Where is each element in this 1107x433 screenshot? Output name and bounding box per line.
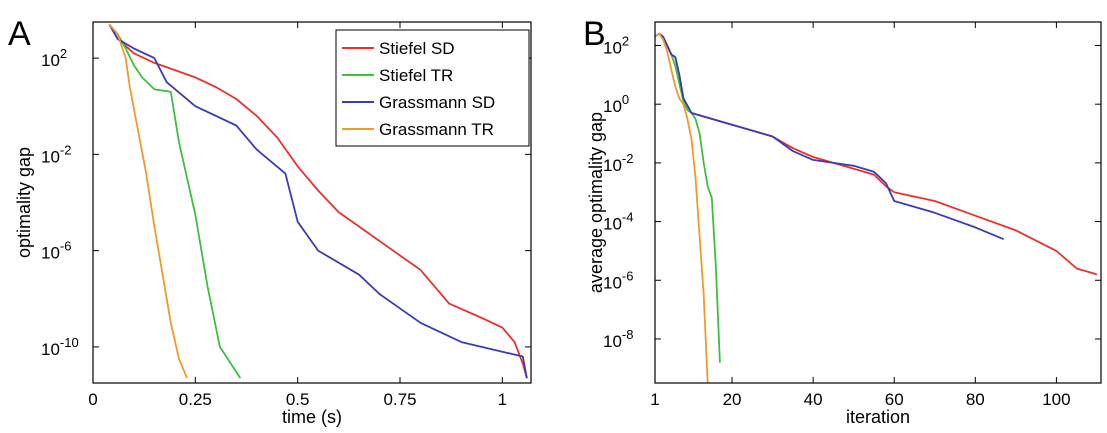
y-tick-label: 10-2: [41, 142, 71, 166]
legend-entry-label: Stiefel SD: [379, 39, 455, 58]
panel-label-b: B: [583, 15, 606, 53]
legend-box: [335, 29, 530, 147]
y-tick-label: 100: [603, 92, 629, 116]
panel-b: 1 20 40 60 80 100 102 100 10-2 10-4 10-6 10-8 iterat…: [586, 21, 1102, 427]
y-tick-label: 10-2: [603, 151, 633, 175]
panel-label-a: A: [8, 15, 31, 53]
y-tick-label: 10-4: [603, 210, 633, 234]
x-axis-label: time (s): [282, 407, 342, 427]
x-tick-label: 20: [723, 390, 742, 409]
series-line-stiefel-sd: [108, 23, 528, 379]
series-line-stiefel-tr: [108, 23, 242, 379]
y-axis-label: average optimality gap: [586, 112, 606, 293]
panel-a: 0 0.25 0.5 0.75 1 102 10-2 10-6 10-10 time (s) opt…: [14, 21, 532, 427]
x-tick-label: 40: [804, 390, 823, 409]
y-tick-label: 10-8: [603, 327, 633, 351]
x-tick-label: 1: [498, 390, 507, 409]
legend-entry-label: Stiefel TR: [379, 66, 453, 85]
series-line-grassmann-tr: [654, 32, 709, 384]
series-line-grassmann-tr: [108, 23, 188, 379]
x-tick-label: 0.5: [286, 390, 310, 409]
x-tick-label: 100: [1042, 390, 1070, 409]
x-tick-label: 0.75: [383, 390, 416, 409]
plot-frame: [92, 21, 532, 384]
x-tick-label: 0.25: [179, 390, 212, 409]
x-tick-label: 1: [650, 390, 659, 409]
x-tick-label: 60: [885, 390, 904, 409]
plot-frame: [654, 21, 1102, 384]
legend-entry-label: Grassmann SD: [379, 93, 495, 112]
x-tick-label: 80: [966, 390, 985, 409]
y-tick-label: 102: [41, 46, 67, 70]
y-axis-label: optimality gap: [14, 147, 34, 258]
series-line-grassmann-sd: [654, 32, 1005, 241]
y-tick-label: 10-6: [603, 268, 633, 292]
x-axis-label: iteration: [846, 407, 910, 427]
legend-entry-label: Grassmann TR: [379, 120, 494, 139]
series-line-grassmann-sd: [108, 23, 528, 379]
series-line-stiefel-tr: [654, 32, 721, 363]
y-tick-label: 10-10: [41, 335, 79, 359]
x-tick-label: 0: [88, 390, 97, 409]
y-tick-label: 10-6: [41, 239, 71, 263]
y-tick-label: 102: [603, 33, 629, 57]
series-line-stiefel-sd: [654, 32, 1098, 276]
